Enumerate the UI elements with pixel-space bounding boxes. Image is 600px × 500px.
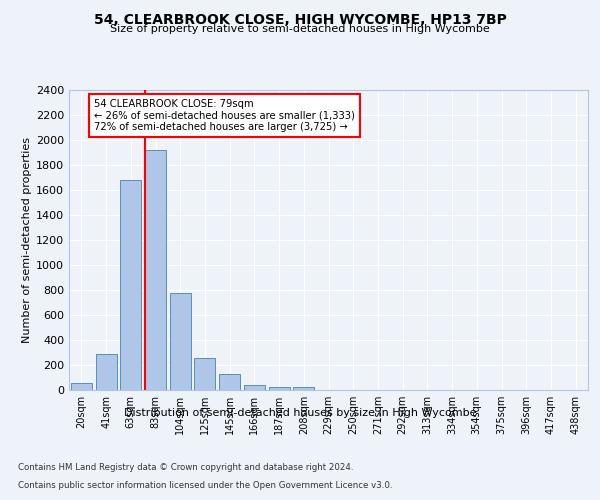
- Bar: [293, 386, 314, 390]
- Text: Size of property relative to semi-detached houses in High Wycombe: Size of property relative to semi-detach…: [110, 24, 490, 34]
- Text: Contains HM Land Registry data © Crown copyright and database right 2024.: Contains HM Land Registry data © Crown c…: [18, 464, 353, 472]
- Text: Contains public sector information licensed under the Open Government Licence v3: Contains public sector information licen…: [18, 481, 392, 490]
- Text: Distribution of semi-detached houses by size in High Wycombe: Distribution of semi-detached houses by …: [124, 408, 476, 418]
- Bar: [244, 385, 265, 390]
- Bar: [269, 386, 290, 390]
- Bar: [71, 383, 92, 390]
- Bar: [95, 354, 116, 390]
- Bar: [194, 358, 215, 390]
- Text: 54 CLEARBROOK CLOSE: 79sqm
← 26% of semi-detached houses are smaller (1,333)
72%: 54 CLEARBROOK CLOSE: 79sqm ← 26% of semi…: [94, 99, 355, 132]
- Text: 54, CLEARBROOK CLOSE, HIGH WYCOMBE, HP13 7BP: 54, CLEARBROOK CLOSE, HIGH WYCOMBE, HP13…: [94, 12, 506, 26]
- Bar: [120, 180, 141, 390]
- Y-axis label: Number of semi-detached properties: Number of semi-detached properties: [22, 137, 32, 343]
- Bar: [170, 292, 191, 390]
- Bar: [219, 374, 240, 390]
- Bar: [145, 150, 166, 390]
